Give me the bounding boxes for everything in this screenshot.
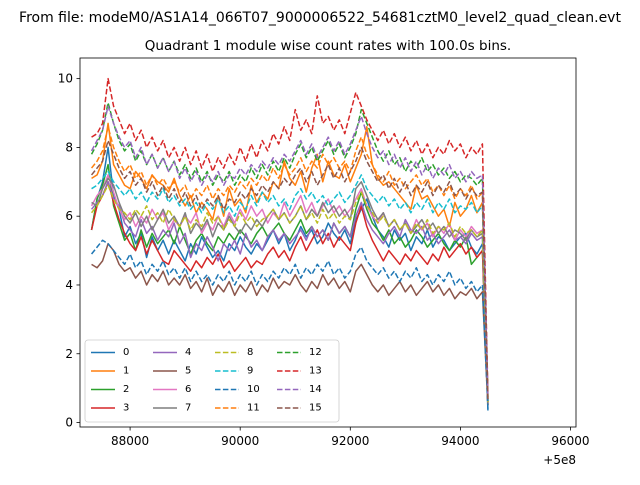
y-tick-label: 6 <box>65 209 73 223</box>
figure-suptitle: From file: modeM0/AS1A14_066T07_90000065… <box>19 10 621 26</box>
legend-label-8: 8 <box>247 347 253 358</box>
legend-label-6: 6 <box>185 384 191 395</box>
series-line-1 <box>91 122 489 402</box>
legend-label-11: 11 <box>247 403 260 414</box>
series-line-5 <box>91 242 489 406</box>
legend-label-2: 2 <box>123 384 129 395</box>
series-line-8 <box>90 184 489 402</box>
x-tick-label: 90000 <box>221 434 259 448</box>
legend-label-13: 13 <box>309 366 322 377</box>
legend-label-5: 5 <box>185 366 191 377</box>
y-tick-label: 10 <box>58 72 73 86</box>
legend-label-7: 7 <box>185 403 191 414</box>
legend-frame <box>84 339 340 423</box>
series-line-14 <box>90 105 489 399</box>
legend-label-14: 14 <box>309 384 322 395</box>
legend-label-12: 12 <box>309 347 322 358</box>
legend-label-10: 10 <box>247 384 260 395</box>
series-line-4 <box>90 181 489 404</box>
series-line-13 <box>91 77 489 396</box>
legend-label-4: 4 <box>185 347 191 358</box>
series-lines <box>90 77 489 411</box>
x-tick-label: 94000 <box>441 434 479 448</box>
y-tick-label: 2 <box>65 347 73 361</box>
legend-label-0: 0 <box>123 347 129 358</box>
axes-frame <box>79 57 577 428</box>
series-line-10 <box>90 239 489 409</box>
y-tick-label: 8 <box>65 140 73 154</box>
legend-label-15: 15 <box>309 403 322 414</box>
series-line-3 <box>90 181 489 406</box>
legend-label-1: 1 <box>123 366 129 377</box>
x-tick-label: 88000 <box>111 434 149 448</box>
series-line-9 <box>91 170 489 402</box>
y-tick-label: 0 <box>65 416 73 430</box>
x-tick-label: 92000 <box>331 434 369 448</box>
legend-label-3: 3 <box>123 403 129 414</box>
x-offset-label: +5e8 <box>543 453 576 467</box>
legend-label-9: 9 <box>247 366 253 377</box>
series-line-2 <box>90 163 489 402</box>
series-line-15 <box>90 139 489 401</box>
y-tick-label: 4 <box>65 278 73 292</box>
chart-title: Quadrant 1 module wise count rates with … <box>145 38 511 54</box>
x-tick-label: 96000 <box>551 434 589 448</box>
series-line-11 <box>90 126 489 399</box>
